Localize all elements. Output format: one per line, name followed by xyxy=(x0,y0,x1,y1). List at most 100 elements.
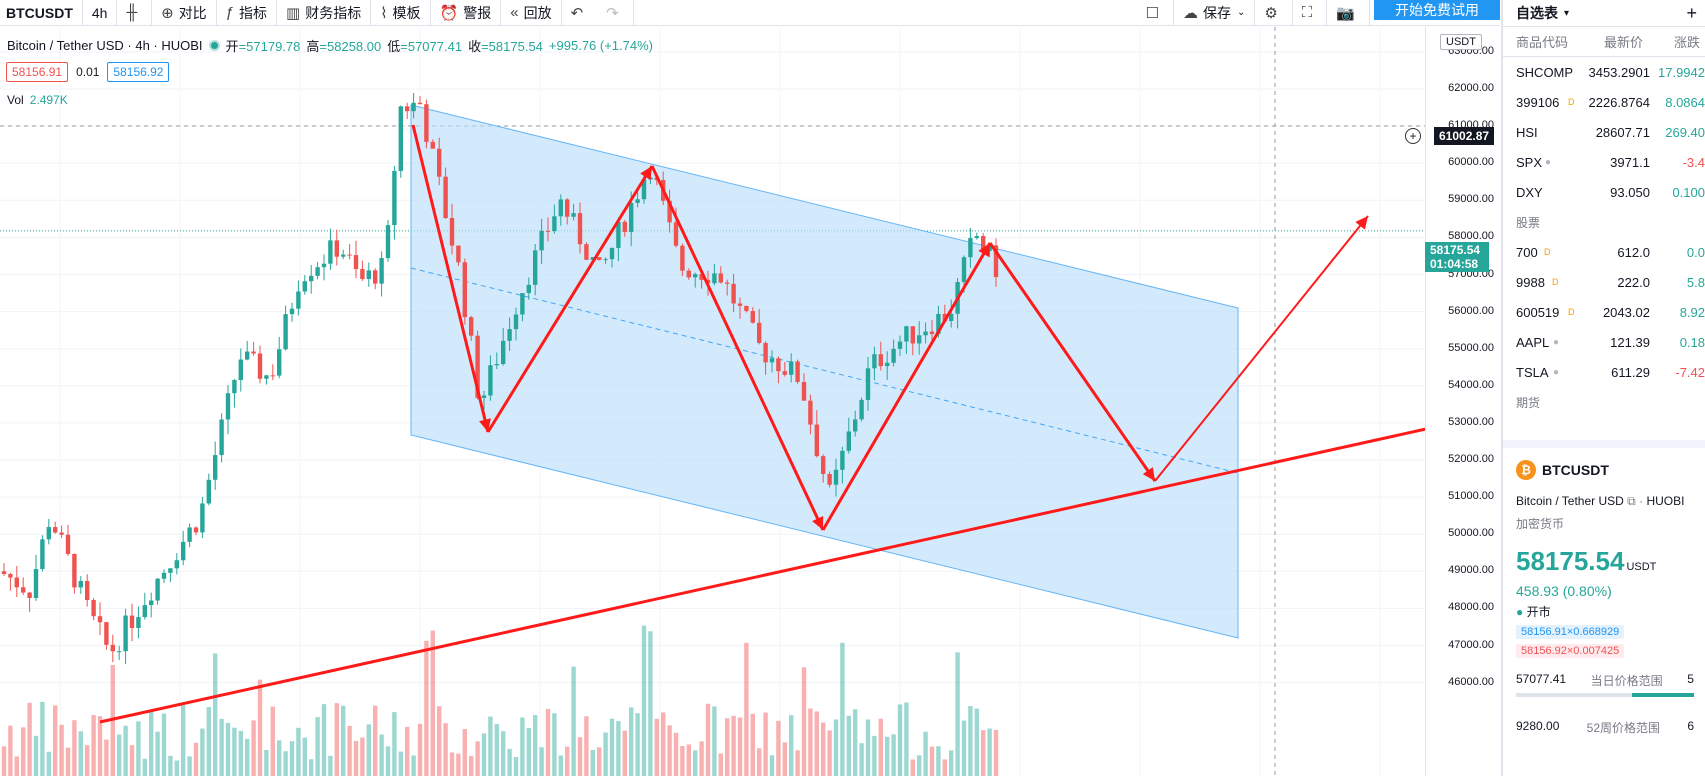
replay-button[interactable]: «回放 xyxy=(501,0,562,26)
volume-bar xyxy=(219,718,224,776)
candle-body xyxy=(392,170,397,226)
row-symbol: DXY xyxy=(1516,184,1543,200)
candle-body xyxy=(808,400,813,425)
row-symbol: TSLA xyxy=(1516,364,1549,380)
settings-button[interactable]: ⚙ xyxy=(1255,0,1293,26)
volume-bar xyxy=(315,717,320,776)
chart-type-button[interactable]: ╫ xyxy=(117,0,153,26)
detail-price: 58175.54 USDT xyxy=(1516,546,1694,577)
volume-bar xyxy=(430,630,435,776)
compare-button[interactable]: ⊕ 对比 xyxy=(152,0,217,26)
watchlist-row[interactable]: DXY 93.050 0.100 xyxy=(1503,177,1705,207)
candle-body xyxy=(712,273,717,284)
redo-button[interactable]: ↷ xyxy=(597,0,634,26)
volume-bar xyxy=(296,727,301,776)
candle-body xyxy=(296,291,301,309)
symbol-search[interactable]: BTCUSDT xyxy=(0,0,83,26)
watchlist-row[interactable]: 600519 D 2043.02 8.92 xyxy=(1503,297,1705,327)
candle-body xyxy=(603,259,608,261)
volume-bar xyxy=(545,708,551,776)
candle-body xyxy=(763,342,768,363)
day-high: 5 xyxy=(1687,672,1694,686)
candle-body xyxy=(635,199,640,203)
external-link-icon[interactable]: ⧉ xyxy=(1627,494,1636,508)
volume-bar xyxy=(238,730,243,776)
analysis-line xyxy=(821,242,992,531)
layout-button[interactable]: ☐ xyxy=(1137,0,1174,26)
add-icon[interactable]: + xyxy=(1405,128,1421,144)
financials-button[interactable]: ▥ 财务指标 xyxy=(277,0,372,26)
volume-bar xyxy=(565,746,570,776)
watchlist-header[interactable]: 自选表 ▾ + xyxy=(1503,0,1705,27)
axis-tick-label: 53000.00 xyxy=(1448,415,1494,428)
detail-category: 加密货币 xyxy=(1516,517,1565,531)
volume-bar xyxy=(590,750,595,776)
volume-bar xyxy=(891,734,896,776)
buy-price-button[interactable]: 58156.92 xyxy=(107,62,170,82)
sell-price-button[interactable]: 58156.91 xyxy=(6,62,69,82)
trial-button[interactable]: 开始免费试用 xyxy=(1374,0,1500,20)
candle-body xyxy=(833,469,839,485)
volume-bar xyxy=(161,713,167,776)
volume-bar xyxy=(129,745,135,776)
column-symbol[interactable]: 商品代码 xyxy=(1516,35,1569,50)
volume-bar xyxy=(136,721,141,776)
volume-bar xyxy=(648,631,653,776)
indicators-label: 指标 xyxy=(239,4,268,21)
watchlist-row[interactable]: AAPL ● 121.39 0.18 xyxy=(1503,327,1705,357)
volume-bar xyxy=(936,746,941,776)
watchlist-row[interactable]: 9988 D 222.0 5.8 xyxy=(1503,267,1705,297)
candle-body xyxy=(437,148,442,177)
indicators-button[interactable]: ƒ 指标 xyxy=(217,0,278,26)
volume-bar xyxy=(693,750,698,776)
undo-button[interactable]: ↶ xyxy=(562,0,598,26)
watchlist-row[interactable]: HSI 28607.71 269.40 xyxy=(1503,117,1705,147)
candle-body xyxy=(117,651,122,653)
volume-bar xyxy=(622,730,627,776)
snapshot-button[interactable]: 📷 xyxy=(1327,0,1370,26)
candle-body xyxy=(667,200,672,223)
currency-tag[interactable]: USDT xyxy=(1440,34,1482,50)
price-chart[interactable] xyxy=(0,27,1425,776)
detail-symbol[interactable]: BTCUSDT xyxy=(1542,462,1609,478)
candle-body xyxy=(21,587,26,593)
compare-label: 对比 xyxy=(178,4,207,21)
watchlist-row[interactable]: 399106 D 2226.8764 8.0864 xyxy=(1503,87,1705,117)
candle-body xyxy=(872,354,877,369)
candle-body xyxy=(219,419,224,456)
candle-body xyxy=(501,340,506,365)
volume-bar xyxy=(59,724,64,776)
price-axis[interactable]: 63000.00 62000.00 61000.00 60000.00 59000.00… xyxy=(1425,27,1500,776)
watchlist-stock-rows: 700 D 612.0 0.0 9988 D 222.0 5.8 600519 D 2043.02 8… xyxy=(1503,237,1705,387)
watchlist-row[interactable]: SPX ● 3971.1 -3.4 xyxy=(1503,147,1705,177)
axis-tick-label: 59000.00 xyxy=(1448,193,1494,206)
volume-bar xyxy=(193,742,199,776)
watchlist-row[interactable]: TSLA ● 611.29 -7.42 xyxy=(1503,357,1705,387)
candle-body xyxy=(8,574,13,578)
analysis-line xyxy=(988,242,1157,482)
watchlist-row[interactable]: SHCOMP 3453.2901 17.9942 xyxy=(1503,57,1705,87)
w52-low: 9280.00 xyxy=(1516,719,1560,733)
volume-bar xyxy=(46,751,51,776)
detail-change: 458.93 (0.80%) xyxy=(1516,583,1612,599)
candle-body xyxy=(507,329,512,341)
templates-button[interactable]: ⌇ 模板 xyxy=(371,0,431,26)
interval-button[interactable]: 4h xyxy=(83,0,118,26)
market-open-dot xyxy=(208,40,220,51)
alert-button[interactable]: ⏰ 警报 xyxy=(431,0,502,26)
horizontal-line-price-tag: 61002.87 xyxy=(1434,127,1495,145)
add-icon[interactable]: + xyxy=(1686,2,1697,23)
column-last[interactable]: 最新价 xyxy=(1604,35,1644,50)
close-key: 收 xyxy=(468,39,482,54)
candle-body xyxy=(776,358,781,372)
candle-body xyxy=(155,578,160,601)
volume-bar xyxy=(673,732,679,776)
column-change[interactable]: 涨跌 xyxy=(1674,35,1701,50)
volume-bar xyxy=(14,756,19,776)
fullscreen-button[interactable]: ⛶ xyxy=(1293,0,1328,26)
candle-body xyxy=(539,230,544,251)
volume-bar xyxy=(853,709,858,776)
volume-bar xyxy=(155,731,160,776)
watchlist-row[interactable]: 700 D 612.0 0.0 xyxy=(1503,237,1705,267)
save-button[interactable]: ☁ 保存 ⌄ xyxy=(1174,0,1256,26)
